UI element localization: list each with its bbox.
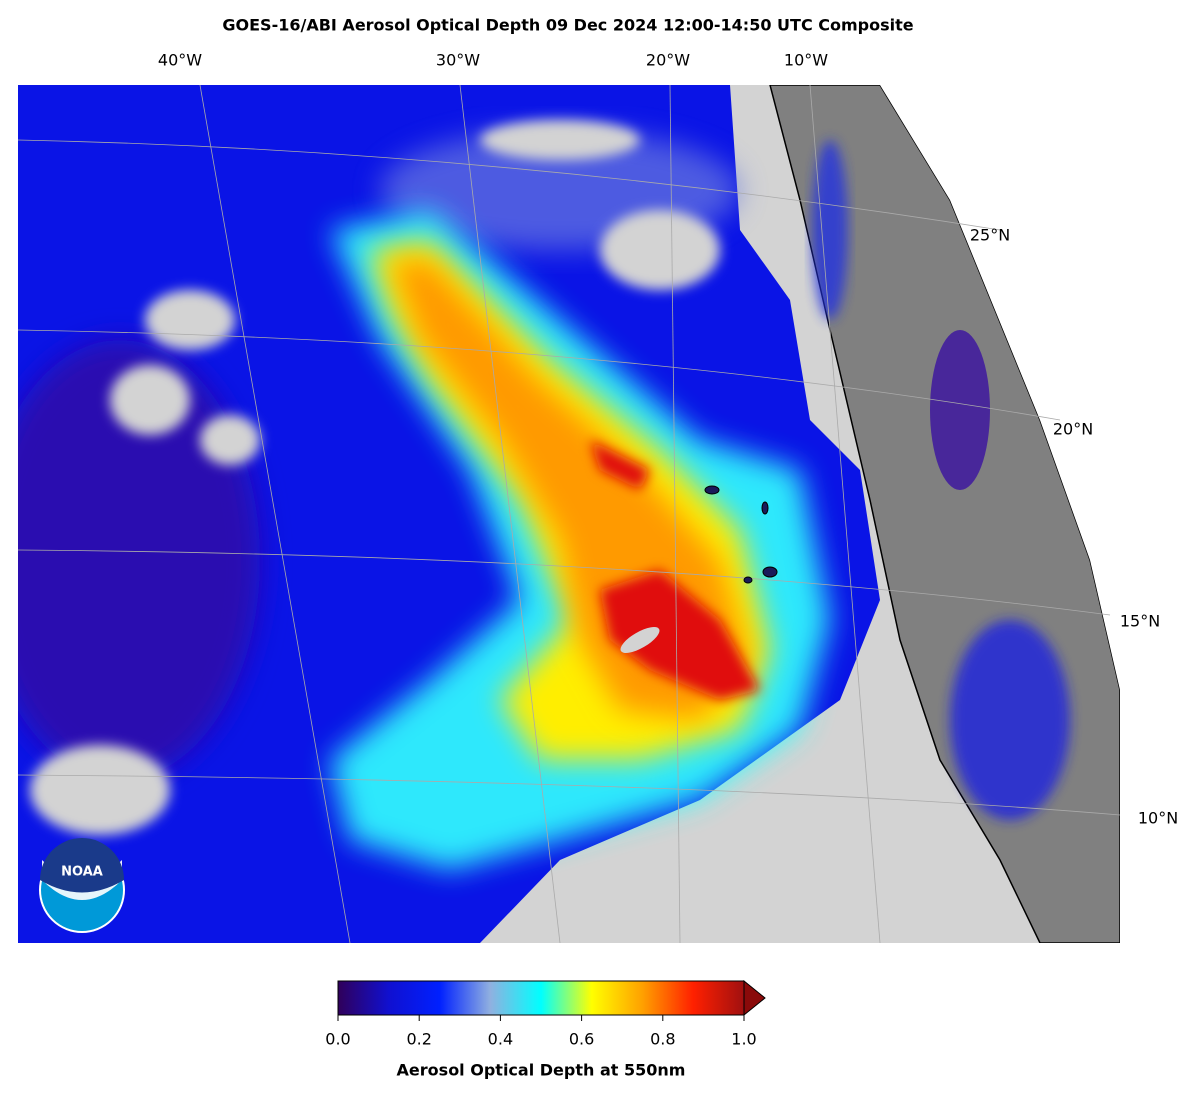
land-aod (930, 330, 990, 490)
graticule (18, 85, 1120, 943)
land-aod (812, 140, 848, 320)
space (880, 85, 1120, 690)
lon-label: 20°W (646, 51, 690, 70)
lat-label: 25°N (970, 226, 1010, 245)
colorbar-tick-label: 0.2 (406, 1030, 431, 1049)
aod-max (600, 570, 760, 700)
lon-label: 40°W (158, 51, 202, 70)
colorbar-tick-label: 1.0 (731, 1030, 756, 1049)
colorbar-tick-label: 0.8 (650, 1030, 675, 1049)
clouds (30, 120, 720, 835)
lat-label: 20°N (1053, 420, 1093, 439)
colorbar-tick-label: 0.0 (325, 1030, 350, 1049)
colorbar-tick-label: 0.6 (569, 1030, 594, 1049)
lat-label: 10°N (1138, 809, 1178, 828)
aod-max (590, 440, 650, 490)
lon-label: 10°W (784, 51, 828, 70)
islands (704, 485, 778, 584)
colorbar-label: Aerosol Optical Depth at 550nm (397, 1061, 686, 1080)
cloud (620, 627, 660, 653)
lon-label: 30°W (436, 51, 480, 70)
colorbar-ramp (337, 980, 745, 1016)
colorbar: 0.0 0.2 0.4 0.6 0.8 1.0 (325, 979, 766, 1049)
map (18, 85, 1120, 943)
colorbar-tick-label: 0.4 (488, 1030, 513, 1049)
logo: NOAA (39, 838, 125, 933)
lat-label: 15°N (1120, 612, 1160, 631)
title: GOES-16/ABI Aerosol Optical Depth 09 Dec… (222, 16, 913, 35)
land-aod (950, 620, 1070, 820)
logo-text: NOAA (61, 865, 103, 880)
very-low-aod (18, 340, 260, 780)
colorbar-extend (743, 979, 766, 1017)
